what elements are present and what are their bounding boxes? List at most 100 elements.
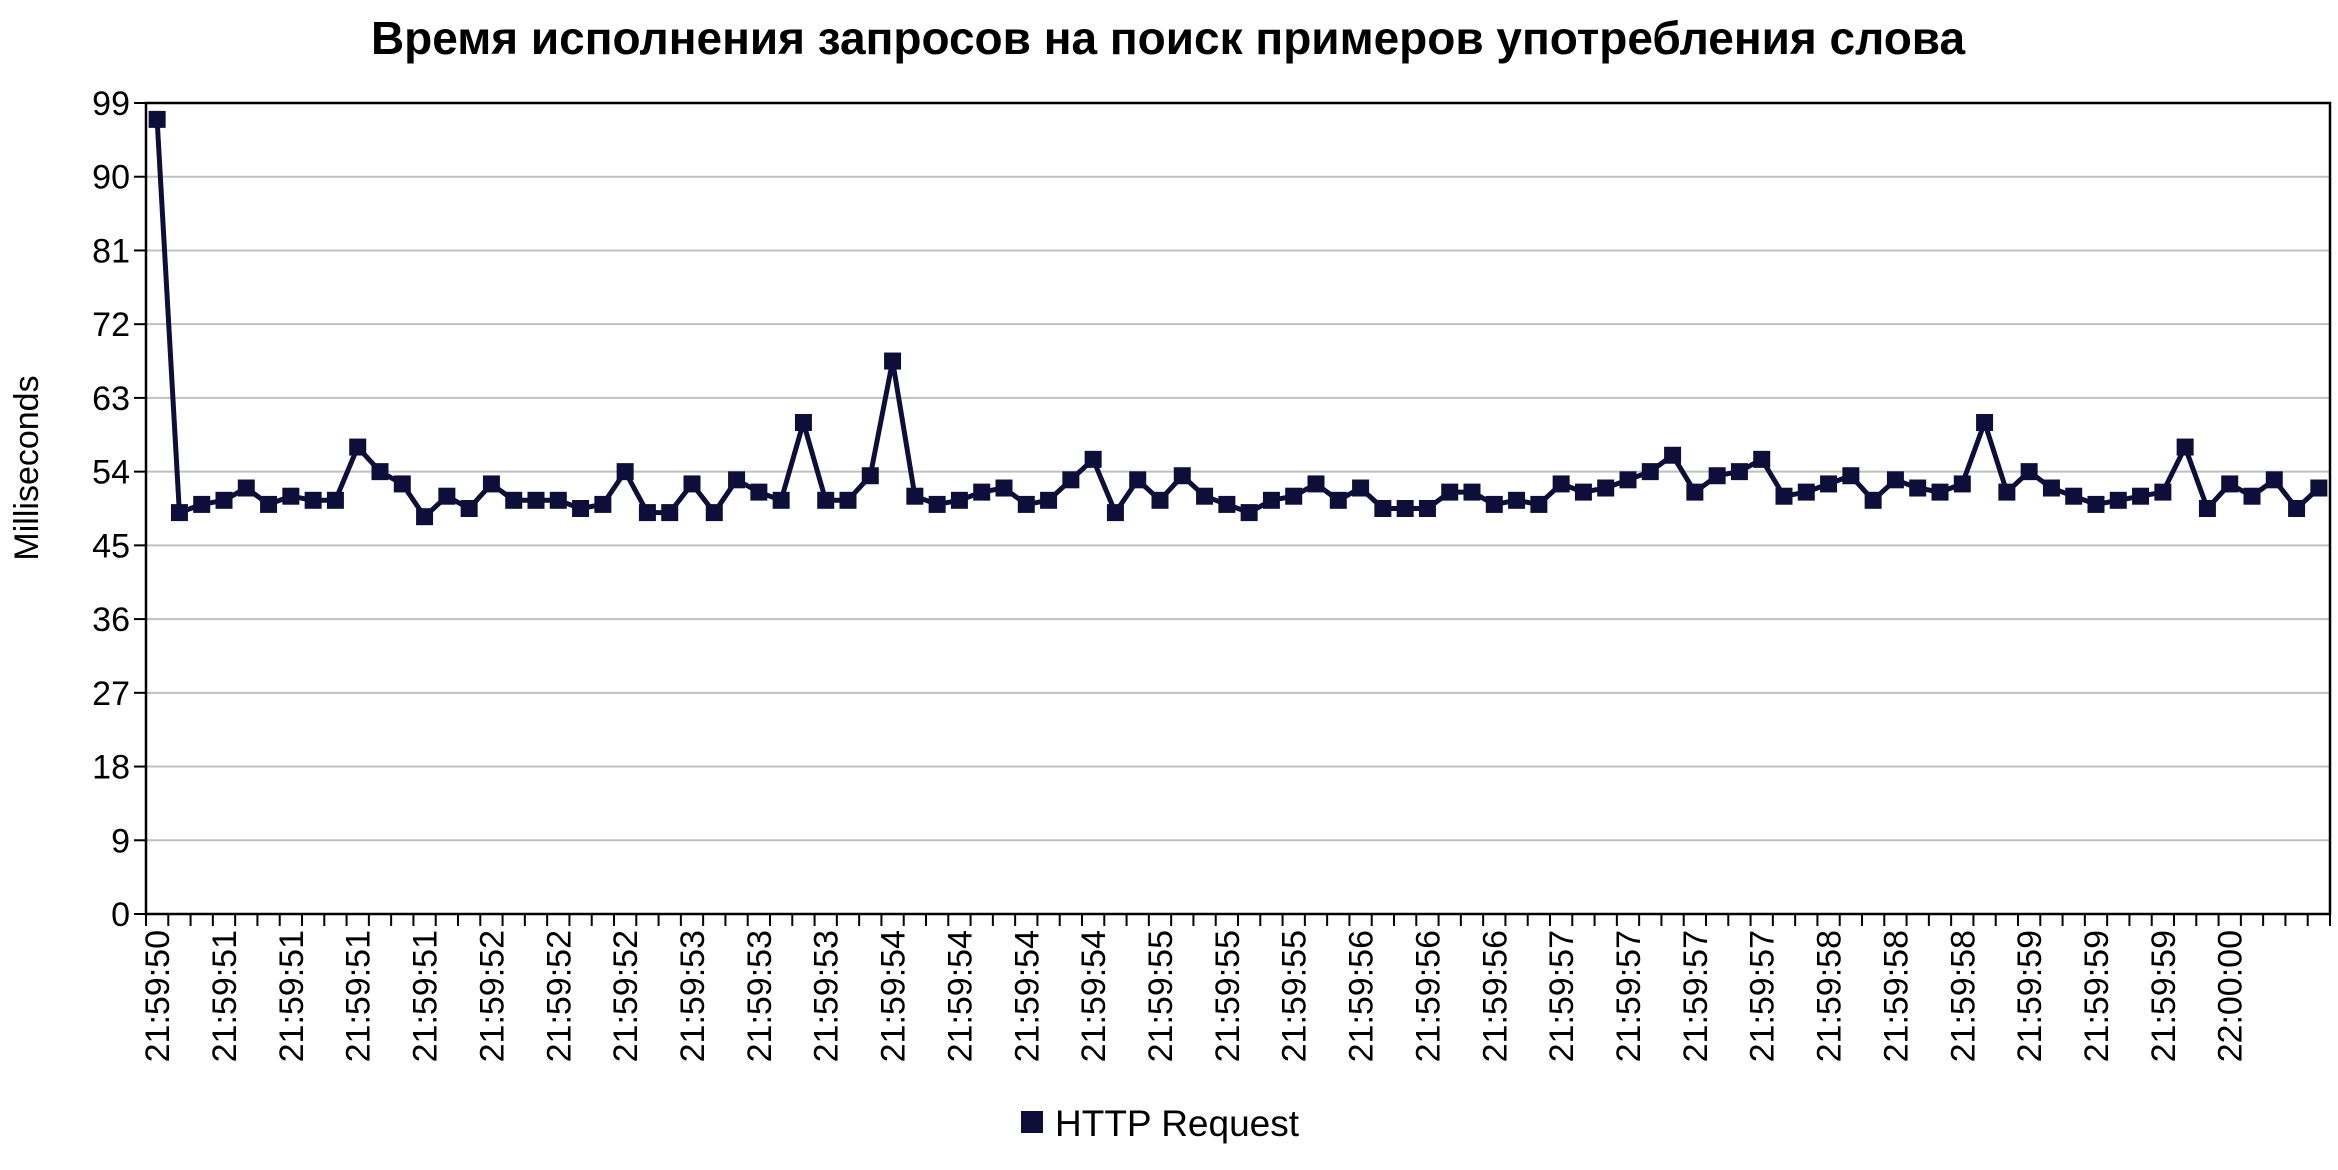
x-tick-label: 21:59:51 bbox=[206, 930, 244, 1062]
x-tick-label: 21:59:54 bbox=[941, 930, 979, 1062]
x-tick-label: 21:59:52 bbox=[473, 930, 511, 1062]
data-point bbox=[772, 491, 790, 509]
y-tick-label: 81 bbox=[92, 232, 130, 270]
data-point bbox=[1374, 500, 1392, 517]
y-tick-label: 72 bbox=[92, 306, 130, 344]
data-point bbox=[1084, 450, 1102, 468]
data-point bbox=[2221, 475, 2239, 493]
x-tick-label: 21:59:56 bbox=[1476, 930, 1514, 1062]
data-point bbox=[839, 491, 857, 509]
x-tick-label: 21:59:51 bbox=[340, 930, 378, 1062]
axes: 0 9 18 27 36 45 54 63 72 81 90 99 21:59:50 21:59:51 21… bbox=[92, 85, 2332, 1062]
data-point bbox=[1441, 483, 1459, 501]
data-point bbox=[482, 475, 500, 493]
data-point bbox=[2243, 487, 2261, 505]
y-tick-label: 36 bbox=[92, 601, 130, 639]
data-point bbox=[215, 491, 233, 509]
data-point bbox=[1664, 446, 1682, 464]
data-point bbox=[1552, 475, 1570, 493]
x-tick-label: 21:59:59 bbox=[2078, 930, 2116, 1062]
data-point bbox=[1040, 491, 1058, 509]
x-tick-label: 21:59:55 bbox=[1276, 930, 1314, 1062]
x-tick-label: 21:59:57 bbox=[1543, 930, 1581, 1062]
data-point bbox=[1017, 495, 1035, 513]
data-point bbox=[148, 110, 166, 128]
data-point bbox=[1151, 491, 1169, 509]
data-point bbox=[2042, 479, 2060, 497]
data-point bbox=[1842, 467, 1860, 485]
data-point bbox=[1797, 483, 1815, 501]
data-point bbox=[1708, 467, 1726, 485]
data-point bbox=[928, 495, 946, 513]
x-tick-label: 21:59:56 bbox=[1343, 930, 1381, 1062]
data-point bbox=[2310, 479, 2328, 497]
legend-label-http-request: HTTP Request bbox=[1055, 1103, 1300, 1144]
x-tick-label: 21:59:58 bbox=[1944, 930, 1982, 1062]
data-point bbox=[237, 479, 255, 497]
x-tick-label: 21:59:54 bbox=[1075, 930, 1113, 1062]
data-point bbox=[1775, 487, 1793, 505]
x-tick-label: 22:00:00 bbox=[2212, 930, 2250, 1062]
data-point bbox=[1218, 495, 1236, 513]
data-point bbox=[304, 491, 322, 509]
data-point bbox=[1998, 483, 2016, 501]
y-tick-label: 99 bbox=[92, 85, 130, 123]
y-tick-label: 0 bbox=[111, 896, 130, 934]
data-point bbox=[1931, 483, 1949, 501]
data-point bbox=[572, 500, 590, 517]
x-tick-label: 21:59:57 bbox=[1744, 930, 1782, 1062]
data-point bbox=[1886, 471, 1904, 489]
data-point bbox=[416, 508, 434, 526]
data-point bbox=[1597, 479, 1615, 497]
data-point bbox=[638, 504, 656, 522]
data-point bbox=[1753, 450, 1771, 468]
data-point bbox=[549, 491, 567, 509]
y-tick-label: 54 bbox=[92, 454, 130, 492]
x-tick-label: 21:59:57 bbox=[1610, 930, 1648, 1062]
data-point bbox=[326, 491, 344, 509]
data-point bbox=[973, 483, 991, 501]
y-axis-label: Milliseconds bbox=[8, 375, 46, 560]
data-point bbox=[1820, 475, 1838, 493]
x-tick-label: 21:59:58 bbox=[1877, 930, 1915, 1062]
data-point bbox=[728, 471, 746, 489]
x-tick-label: 21:59:50 bbox=[139, 930, 177, 1062]
x-tick-label: 21:59:51 bbox=[273, 930, 311, 1062]
y-tick-label: 90 bbox=[92, 159, 130, 197]
data-point bbox=[1240, 504, 1258, 522]
data-point bbox=[527, 491, 545, 509]
data-point bbox=[2288, 500, 2306, 517]
data-point bbox=[995, 479, 1013, 497]
data-point bbox=[1062, 471, 1080, 489]
data-point bbox=[260, 495, 278, 513]
data-point bbox=[594, 495, 612, 513]
y-tick-label: 63 bbox=[92, 380, 130, 418]
data-point bbox=[2176, 438, 2194, 456]
data-point bbox=[1329, 491, 1347, 509]
x-tick-label: 21:59:55 bbox=[1209, 930, 1247, 1062]
data-point bbox=[2154, 483, 2172, 501]
data-point bbox=[906, 487, 924, 505]
data-point bbox=[616, 463, 634, 481]
x-tick-label: 21:59:53 bbox=[674, 930, 712, 1062]
y-tick-label: 45 bbox=[92, 527, 130, 565]
data-point bbox=[1730, 463, 1748, 481]
data-point bbox=[170, 504, 188, 522]
data-point bbox=[193, 495, 211, 513]
chart-title: Время исполнения запросов на поиск приме… bbox=[371, 12, 1966, 64]
data-point bbox=[1530, 495, 1548, 513]
data-point bbox=[371, 463, 389, 481]
data-point bbox=[1953, 475, 1971, 493]
x-tick-label: 21:59:59 bbox=[2011, 930, 2049, 1062]
series-http-request bbox=[148, 110, 2328, 526]
data-point bbox=[1864, 491, 1882, 509]
x-tick-label: 21:59:52 bbox=[607, 930, 645, 1062]
x-tick-label: 21:59:58 bbox=[1811, 930, 1849, 1062]
data-point bbox=[2065, 487, 2083, 505]
data-point bbox=[817, 491, 835, 509]
data-point bbox=[1485, 495, 1503, 513]
x-tick-label: 21:59:59 bbox=[2145, 930, 2183, 1062]
data-point bbox=[1574, 483, 1592, 501]
